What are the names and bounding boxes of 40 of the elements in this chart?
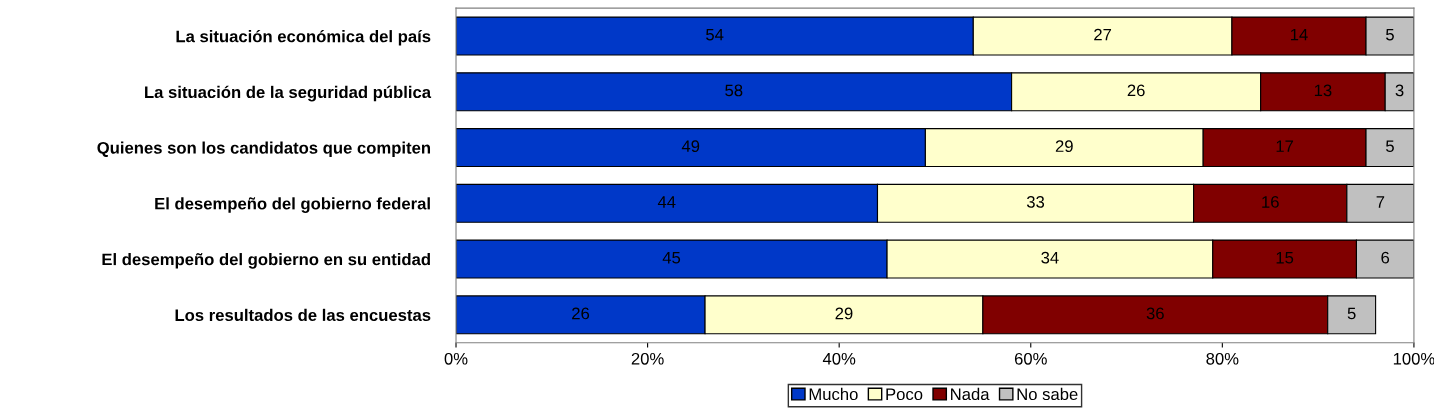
- x-tick-label: 0%: [444, 352, 468, 365]
- x-tick-label: 20%: [631, 352, 664, 365]
- y-tick-label: Quienes son los candidatos que compiten: [97, 141, 431, 158]
- y-tick-label: Los resultados de las encuestas: [175, 308, 431, 322]
- data-label: 7: [1376, 196, 1385, 208]
- data-label: 29: [835, 307, 853, 320]
- data-label: 45: [662, 251, 681, 264]
- y-tick-label: El desempeño del gobierno en su entidad: [102, 253, 430, 269]
- data-label: 33: [1026, 195, 1045, 208]
- data-label: 58: [725, 84, 743, 97]
- data-label: 14: [1290, 28, 1308, 41]
- data-label: 5: [1386, 140, 1394, 153]
- data-label: 15: [1276, 251, 1294, 264]
- legend-label: Nada: [951, 387, 990, 401]
- x-tick-label: 40%: [822, 352, 856, 365]
- data-label: 26: [572, 307, 590, 320]
- data-label: 16: [1262, 195, 1279, 208]
- y-tick-label: La situación económica del país: [176, 29, 431, 46]
- legend-label: Poco: [886, 388, 923, 401]
- data-label: 36: [1146, 307, 1164, 320]
- data-label: 13: [1314, 84, 1332, 97]
- legend-label: Mucho: [809, 387, 858, 401]
- x-tick-label: 60%: [1014, 352, 1047, 365]
- y-tick-label: La situación de la seguridad pública: [145, 85, 432, 102]
- data-label: 27: [1094, 28, 1112, 41]
- y-tick-label: El desempeño del gobierno federal: [155, 197, 430, 213]
- x-tick-label: 100%: [1393, 352, 1434, 365]
- data-label: 17: [1276, 140, 1294, 152]
- data-label: 29: [1055, 140, 1073, 153]
- data-label: 49: [681, 140, 700, 153]
- data-label: 34: [1041, 251, 1059, 264]
- data-label: 5: [1347, 307, 1356, 320]
- data-label: 54: [706, 28, 724, 41]
- data-label: 44: [657, 196, 676, 208]
- x-tick-label: 80%: [1206, 352, 1239, 365]
- data-label: 26: [1127, 84, 1145, 97]
- data-label: 3: [1395, 84, 1404, 97]
- legend-label: No sabe: [1017, 387, 1078, 401]
- data-label: 6: [1381, 251, 1390, 264]
- data-label: 5: [1386, 28, 1394, 41]
